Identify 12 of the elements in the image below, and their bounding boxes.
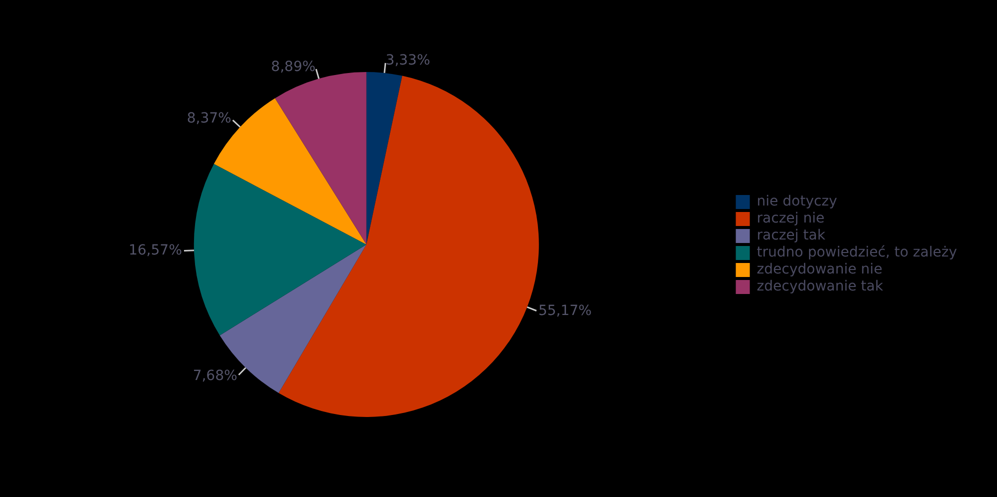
data-label: 8,89% [271, 58, 316, 75]
data-label: 55,17% [538, 303, 592, 320]
data-label: 8,37% [186, 110, 232, 126]
legend-label: zdecydowanie tak [756, 278, 884, 295]
data-label: 16,57% [128, 242, 182, 258]
legend-label: zdecydowanie nie [756, 262, 882, 278]
legend-label: raczej tak [756, 228, 826, 244]
legend-label: nie dotyczy [756, 194, 838, 210]
data-label: 7,68% [192, 368, 238, 384]
legend-label: raczej nie [756, 210, 825, 227]
legend-label: trudno powiedzieć, to zależy [756, 244, 958, 261]
data-label: 3,33% [386, 52, 430, 69]
